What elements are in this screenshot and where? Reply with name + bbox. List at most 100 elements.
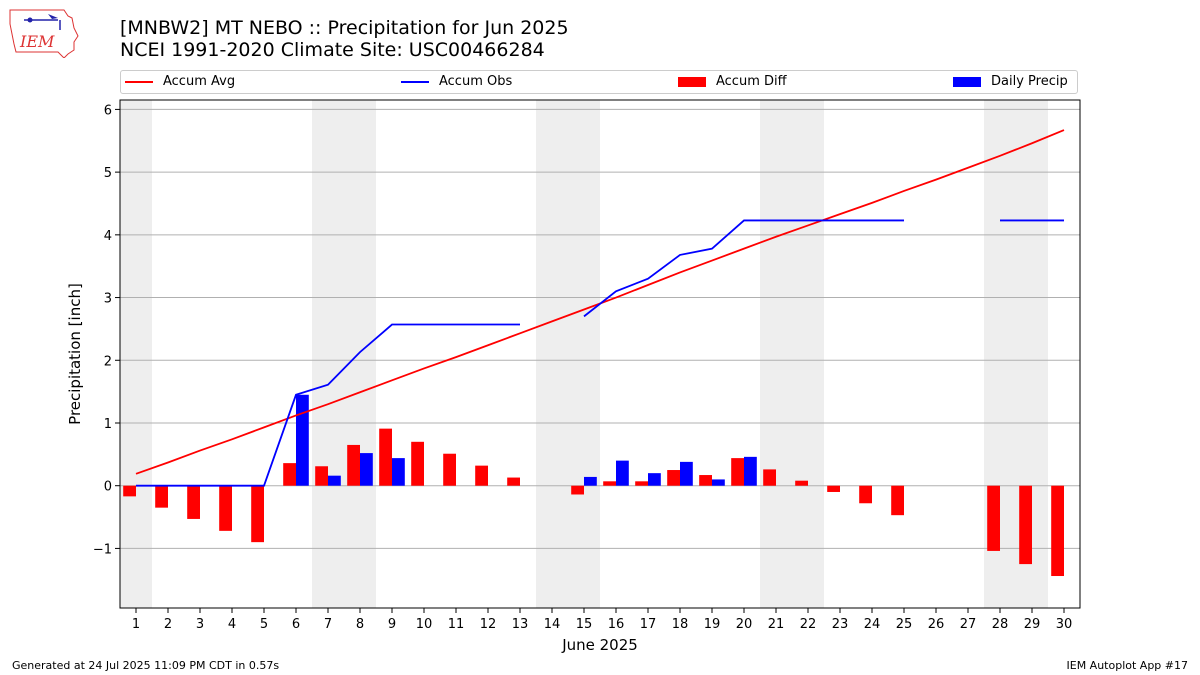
x-tick-label: 7 — [324, 617, 332, 632]
bar-accum-diff — [635, 481, 648, 486]
bar-accum-diff — [795, 480, 808, 486]
legend-item-accum-avg: Accum Avg — [125, 74, 235, 89]
x-tick-label: 14 — [544, 617, 561, 632]
title-line-2: NCEI 1991-2020 Climate Site: USC00466284 — [120, 39, 545, 61]
x-tick-label: 21 — [768, 617, 785, 632]
bar-accum-diff — [155, 485, 168, 508]
bar-accum-diff — [251, 485, 264, 543]
bar-accum-diff — [987, 485, 1000, 551]
line-accum-obs — [583, 219, 904, 318]
y-tick-label: 2 — [104, 354, 112, 369]
y-tick-label: 6 — [104, 103, 112, 118]
weekend-shade — [312, 100, 376, 608]
y-tick-label: −1 — [93, 542, 112, 557]
legend-label-diff: Accum Diff — [716, 74, 787, 89]
bar-accum-diff — [123, 485, 136, 497]
bar-accum-diff — [411, 441, 424, 486]
plot-frame — [119, 99, 1081, 609]
generated-timestamp: Generated at 24 Jul 2025 11:09 PM CDT in… — [12, 659, 280, 672]
bar-accum-diff — [379, 428, 392, 486]
x-tick-label: 8 — [356, 617, 364, 632]
bar-daily-precip — [584, 476, 597, 486]
bar-daily-precip — [712, 479, 725, 486]
legend-swatch-avg — [125, 80, 153, 83]
bar-daily-precip — [680, 461, 693, 486]
weekend-shade — [536, 100, 600, 608]
bar-accum-diff — [1051, 485, 1064, 577]
bar-accum-diff — [507, 477, 520, 486]
bar-accum-diff — [1019, 485, 1032, 565]
legend-item-daily-precip: Daily Precip — [953, 74, 1068, 89]
x-tick-label: 11 — [448, 617, 465, 632]
logo-text: IEM — [19, 32, 55, 51]
bar-accum-diff — [571, 485, 584, 495]
legend-swatch-diff — [678, 76, 706, 87]
chart-legend: Accum Avg Accum Obs Accum Diff Daily Pre… — [120, 70, 1078, 94]
x-tick-label: 17 — [640, 617, 657, 632]
x-tick-label: 30 — [1056, 617, 1073, 632]
x-tick-label: 13 — [512, 617, 529, 632]
y-tick-label: 0 — [104, 480, 112, 495]
bar-daily-precip — [648, 473, 661, 486]
line-accum-obs — [136, 323, 520, 487]
x-tick-label: 18 — [672, 617, 689, 632]
y-tick-label: 1 — [104, 417, 112, 432]
bar-accum-diff — [283, 463, 296, 486]
x-tick-label: 20 — [736, 617, 753, 632]
bar-accum-diff — [731, 458, 744, 486]
x-tick-label: 10 — [416, 617, 433, 632]
bar-accum-diff — [827, 485, 840, 492]
legend-label-obs: Accum Obs — [439, 74, 513, 89]
y-tick-label: 4 — [104, 229, 112, 244]
x-tick-label: 23 — [832, 617, 849, 632]
bar-accum-diff — [443, 453, 456, 486]
bar-daily-precip — [360, 453, 373, 486]
bar-accum-diff — [699, 475, 712, 486]
weekend-shade — [120, 100, 152, 608]
legend-swatch-obs — [401, 80, 429, 83]
x-tick-label: 24 — [864, 617, 881, 632]
title-line-1: [MNBW2] MT NEBO :: Precipitation for Jun… — [120, 17, 569, 39]
legend-item-accum-obs: Accum Obs — [401, 74, 512, 89]
bar-accum-diff — [187, 485, 200, 519]
bar-accum-diff — [315, 466, 328, 486]
x-tick-label: 25 — [896, 617, 913, 632]
y-tick-label: 3 — [104, 292, 112, 307]
bar-accum-diff — [763, 469, 776, 486]
legend-swatch-daily — [953, 76, 981, 87]
x-tick-label: 27 — [960, 617, 977, 632]
x-axis-label: June 2025 — [561, 636, 638, 654]
bar-daily-precip — [616, 460, 629, 486]
x-tick-label: 16 — [608, 617, 625, 632]
x-tick-label: 28 — [992, 617, 1009, 632]
iem-logo: IEM — [9, 9, 79, 58]
x-tick-label: 4 — [228, 617, 236, 632]
bar-daily-precip — [328, 475, 341, 486]
bar-accum-diff — [603, 481, 616, 486]
legend-label-avg: Accum Avg — [163, 74, 236, 89]
legend-item-accum-diff: Accum Diff — [678, 74, 787, 89]
x-tick-label: 26 — [928, 617, 945, 632]
bar-daily-precip — [744, 456, 757, 486]
app-credit: IEM Autoplot App #17 — [1066, 659, 1189, 672]
x-tick-label: 15 — [576, 617, 593, 632]
y-tick-label: 5 — [104, 166, 112, 181]
x-tick-label: 3 — [196, 617, 204, 632]
bar-accum-diff — [475, 465, 488, 486]
x-tick-label: 9 — [388, 617, 396, 632]
bar-daily-precip — [392, 458, 405, 486]
legend-label-daily: Daily Precip — [991, 74, 1068, 89]
y-axis-label: Precipitation [inch] — [66, 283, 84, 425]
x-tick-label: 19 — [704, 617, 721, 632]
bar-daily-precip — [296, 394, 309, 486]
bar-accum-diff — [891, 485, 904, 516]
bar-accum-diff — [347, 444, 360, 486]
x-tick-label: 6 — [292, 617, 300, 632]
x-tick-label: 1 — [132, 617, 140, 632]
x-tick-label: 5 — [260, 617, 268, 632]
page-title: [MNBW2] MT NEBO :: Precipitation for Jun… — [120, 17, 569, 61]
bar-accum-diff — [859, 485, 872, 504]
x-tick-label: 12 — [480, 617, 497, 632]
bar-accum-diff — [219, 485, 232, 531]
